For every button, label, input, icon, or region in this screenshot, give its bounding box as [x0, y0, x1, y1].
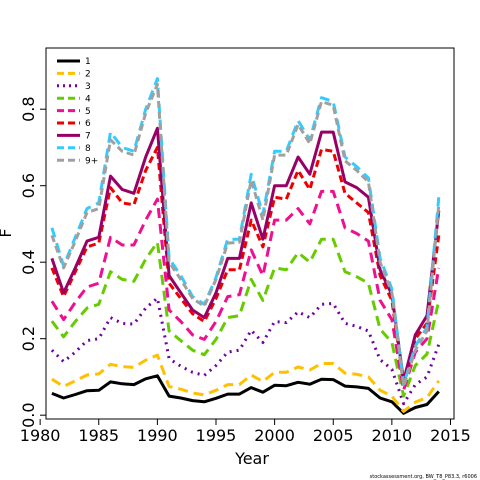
legend-label-2: 2: [85, 70, 91, 80]
y-axis: 0.0 0.2 0.4 0.6 0.8: [19, 96, 46, 428]
x-axis-title: Year: [234, 449, 269, 468]
series-line-6: [50, 145, 441, 387]
x-tick-label: 2010: [372, 426, 413, 445]
series-line-3: [50, 296, 441, 406]
legend-label-6: 6: [85, 119, 91, 129]
x-tick-label: 1995: [196, 426, 237, 445]
footer-note: stockassessment.org, BW_T8_P83.3, r6006: [370, 474, 477, 480]
series-line-5: [50, 189, 441, 392]
x-tick-label: 2005: [313, 426, 354, 445]
y-tick-label: 0.0: [19, 402, 38, 427]
legend-label-7: 7: [85, 132, 91, 142]
x-tick-label: 2015: [430, 426, 471, 445]
legend-label-1: 1: [85, 57, 91, 67]
legend-label-5: 5: [85, 107, 91, 117]
series-line-4: [50, 237, 441, 398]
legend-label-9+: 9+: [85, 156, 98, 166]
x-tick-label: 2000: [254, 426, 295, 445]
legend: 1 2 3 4 5 6 7 8 9+: [57, 57, 98, 166]
legend-label-8: 8: [85, 144, 91, 154]
series-line-9: [50, 82, 441, 388]
x-axis: 1980 1985 1990 1995 2000 2005 2010 2015: [20, 419, 471, 445]
y-tick-label: 0.4: [19, 249, 38, 274]
legend-label-4: 4: [85, 94, 91, 104]
x-tick-label: 1990: [137, 426, 178, 445]
plot-frame: [45, 47, 455, 420]
series-layer: [50, 77, 441, 415]
series-line-7: [50, 126, 441, 383]
x-tick-label: 1980: [20, 426, 61, 445]
legend-label-3: 3: [85, 82, 91, 92]
y-tick-label: 0.8: [19, 96, 38, 121]
series-line-1: [51, 374, 440, 415]
x-tick-label: 1985: [78, 426, 119, 445]
series-line-2: [51, 353, 441, 413]
y-axis-title: F: [0, 228, 15, 237]
y-tick-label: 0.2: [19, 326, 38, 351]
y-tick-label: 0.6: [19, 173, 38, 198]
